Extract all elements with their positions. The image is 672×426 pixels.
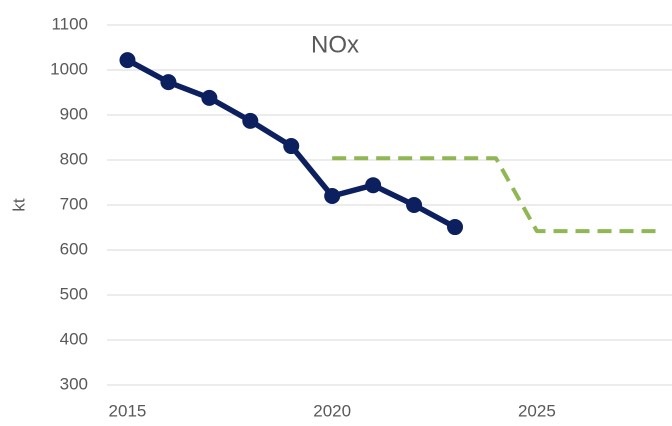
y-tick-label: 1100 xyxy=(51,14,88,33)
y-tick-label: 500 xyxy=(60,284,88,303)
data-point xyxy=(365,177,382,194)
series-line xyxy=(332,156,660,234)
chart-title: NOx xyxy=(311,31,359,58)
x-tick-label: 2015 xyxy=(109,401,147,420)
y-tick-label: 700 xyxy=(60,194,88,213)
data-point xyxy=(201,89,218,106)
x-tick-label: 2020 xyxy=(313,401,351,420)
y-tick-label: 1000 xyxy=(50,59,88,78)
y-axis-label: kt xyxy=(9,198,28,212)
data-point xyxy=(447,219,464,236)
data-point xyxy=(324,188,341,204)
data-point xyxy=(406,197,423,213)
y-tick-label: 800 xyxy=(60,149,88,168)
y-tick-label: 600 xyxy=(60,239,88,258)
x-tick-label: 2025 xyxy=(518,401,556,420)
y-tick-label: 300 xyxy=(60,374,88,393)
data-point xyxy=(283,138,300,155)
data-point xyxy=(242,112,259,129)
y-tick-label: 900 xyxy=(60,104,88,123)
data-point xyxy=(160,74,177,91)
data-point xyxy=(119,52,136,69)
y-tick-label: 400 xyxy=(60,329,88,348)
